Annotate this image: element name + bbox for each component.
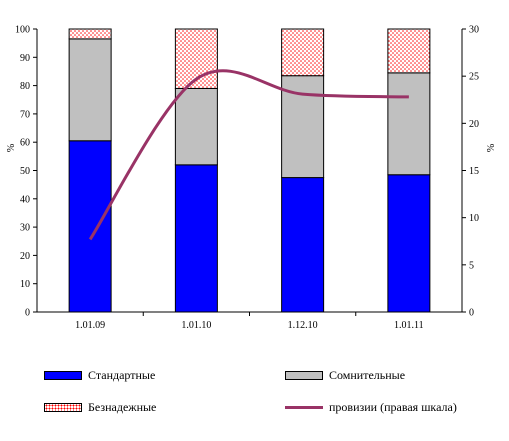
legend-item-provisions: провизии (правая шкала) [285,400,457,415]
legend-label-doubtful: Сомнительные [329,368,406,382]
series-line-provisions [88,69,409,241]
legend-swatch-bad [44,403,82,412]
y-tick-label: 70 [20,109,30,120]
legend-swatch-provisions [285,406,323,409]
bar-doubtful-1.01.10 [174,87,218,166]
y2-axis-label: % [486,144,497,152]
y-tick-label: 50 [20,166,30,177]
y-tick-label: 0 [25,308,30,319]
legend-item-doubtful: Сомнительные [285,368,405,383]
bars-layer [68,28,431,313]
x-tick-label: 1.01.09 [75,320,105,331]
bar-standard-1.01.10 [174,164,218,313]
bar-bad-1.12.10 [281,28,325,77]
y2-tick-label: 20 [469,119,479,130]
bar-standard-1.01.09 [68,140,112,313]
y2-tick-label: 15 [469,166,479,177]
ticks-layer: 1.01.09 1.01.10 1.12.10 1.01.11010203040506… [15,25,479,332]
y-tick-label: 80 [20,81,30,92]
bar-bad-1.01.09 [68,28,112,40]
legend-swatch-doubtful [285,371,323,380]
x-tick-label: 1.12.10 [288,320,318,331]
y-tick-label: 30 [20,223,30,234]
bar-doubtful-1.01.09 [68,38,112,142]
y-tick-label: 90 [20,53,30,64]
bar-standard-1.01.11 [387,174,431,313]
legend-label-provisions: провизии (правая шкала) [329,400,457,414]
y-tick-label: 100 [15,25,30,36]
legend-label-standard: Стандартные [88,368,156,382]
y2-tick-label: 30 [469,25,479,36]
legend-swatch-standard [44,371,82,380]
x-tick-label: 1.01.11 [394,320,424,331]
y-tick-label: 40 [20,194,30,205]
y-tick-label: 20 [20,251,30,262]
y-tick-label: 10 [20,279,30,290]
y-tick-label: 60 [20,138,30,149]
legend-label-bad: Безнадежные [88,400,157,414]
bar-doubtful-1.01.11 [387,72,431,176]
legend-item-standard: Стандартные [44,368,155,383]
bar-bad-1.01.11 [387,28,431,74]
y2-tick-label: 10 [469,213,479,224]
y2-tick-label: 5 [469,260,474,271]
legend-item-bad: Безнадежные [44,400,156,415]
bar-standard-1.12.10 [281,177,325,313]
y2-tick-label: 25 [469,72,479,83]
x-tick-label: 1.01.10 [181,320,211,331]
y2-tick-label: 0 [469,308,474,319]
y-axis-label: % [6,144,17,152]
